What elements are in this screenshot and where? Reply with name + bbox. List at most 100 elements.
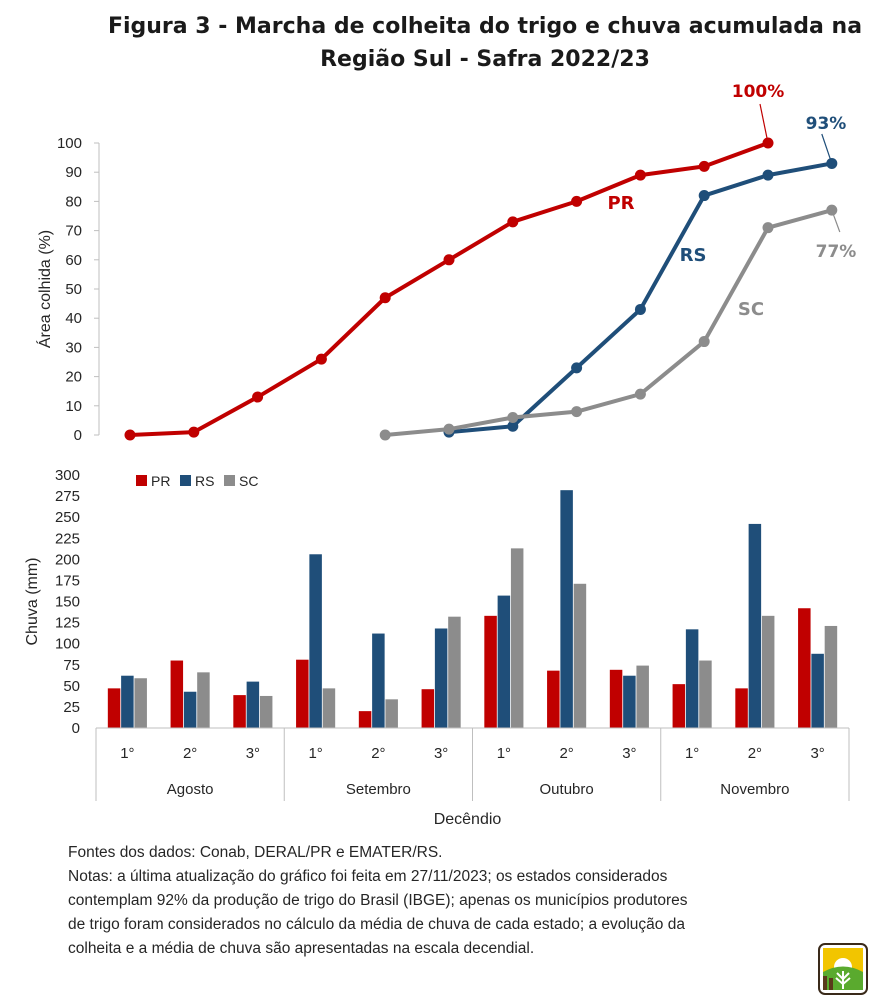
bar-PR — [798, 608, 811, 728]
bar-y-tick-label: 175 — [55, 572, 80, 589]
bar-y-tick-label: 0 — [72, 720, 80, 737]
line-y-tick-label: 100 — [57, 135, 82, 152]
annotation-SC-end: 77% — [816, 242, 857, 262]
bar-RS — [623, 675, 636, 728]
bar-SC — [573, 583, 587, 728]
bar-SC — [510, 548, 524, 728]
line-y-tick-label: 70 — [65, 223, 82, 240]
bar-PR — [609, 669, 623, 728]
bar-RS — [748, 523, 762, 728]
bar-PR — [358, 711, 372, 728]
legend-swatch-SC — [224, 475, 235, 486]
bar-y-tick-label: 200 — [55, 551, 80, 568]
bar-RS — [497, 595, 511, 728]
notes-line-4: colheita e a média de chuva são apresent… — [68, 940, 535, 957]
decendio-tick-label: 2° — [559, 745, 573, 762]
series-label-SC: SC — [738, 299, 764, 320]
data-point-PR — [188, 426, 200, 438]
bar-PR — [672, 684, 686, 728]
bar-PR — [484, 615, 497, 728]
bar-y-tick-label: 50 — [63, 678, 80, 695]
month-tick-label: Novembro — [720, 781, 789, 798]
data-point-SC — [698, 336, 710, 348]
bar-y-tick-label: 25 — [63, 699, 80, 716]
line-y-tick-label: 40 — [65, 310, 82, 327]
line-y-tick-label: 90 — [65, 164, 82, 181]
bar-RS — [434, 628, 448, 728]
bar-RS — [121, 675, 134, 728]
data-point-PR — [252, 391, 264, 403]
month-tick-label: Outubro — [540, 781, 594, 798]
annotation-RS-end: 93% — [806, 114, 847, 134]
notes-block: Fontes dos dados: Conab, DERAL/PR e EMAT… — [68, 841, 813, 961]
legend-label-RS: RS — [195, 473, 214, 489]
bar-PR — [233, 695, 246, 728]
leader-line-PR — [759, 103, 769, 144]
data-point-RS — [698, 190, 710, 202]
data-point-PR — [571, 195, 583, 207]
logo-icon — [818, 943, 868, 995]
bar-SC — [761, 615, 775, 728]
series-label-PR: PR — [607, 193, 634, 214]
month-tick-label: Setembro — [346, 781, 411, 798]
legend-label-SC: SC — [239, 473, 258, 489]
bar-PR — [421, 689, 435, 728]
line-y-tick-label: 30 — [65, 339, 82, 356]
data-point-SC — [571, 406, 583, 418]
bar-y-axis-label: Chuva (mm) — [24, 557, 41, 645]
annotation-PR-end: 100% — [732, 82, 785, 102]
bar-PR — [735, 688, 748, 728]
bar-RS — [811, 653, 824, 728]
bar-y-tick-label: 275 — [55, 488, 80, 505]
data-point-SC — [634, 388, 646, 400]
series-line-PR — [128, 141, 770, 437]
bar-RS — [246, 681, 260, 728]
notes-line-3: de trigo foram considerados no cálculo d… — [68, 916, 685, 933]
bar-PR — [107, 688, 121, 728]
leader-line-SC — [831, 209, 841, 233]
bar-SC — [134, 678, 147, 728]
decendio-tick-label: 1° — [308, 745, 322, 762]
legend-swatch-RS — [180, 475, 191, 486]
bar-y-tick-label: 150 — [55, 594, 80, 611]
bar-PR — [547, 670, 560, 728]
data-point-PR — [698, 160, 710, 172]
bar-SC — [699, 660, 712, 728]
bar-y-tick-label: 250 — [55, 509, 80, 526]
decendio-tick-label: 1° — [497, 745, 511, 762]
bar-RS — [183, 691, 197, 728]
data-point-SC — [507, 411, 519, 423]
bar-x-axis-label: Decêndio — [434, 811, 502, 828]
legend-swatch-PR — [136, 475, 147, 486]
decendio-tick-label: 3° — [810, 745, 824, 762]
bar-SC — [197, 672, 210, 728]
line-y-axis-label: Área colhida (%) — [35, 230, 54, 348]
data-point-PR — [507, 216, 519, 228]
bar-y-tick-label: 75 — [63, 657, 80, 674]
series-label-RS: RS — [680, 245, 707, 266]
decendio-tick-label: 2° — [183, 745, 197, 762]
data-point-RS — [762, 169, 774, 181]
chart-title-line1: Figura 3 - Marcha de colheita do trigo e… — [107, 14, 863, 39]
bar-y-tick-label: 300 — [55, 467, 80, 484]
data-point-RS — [634, 303, 646, 315]
data-point-SC — [443, 423, 455, 435]
decendio-tick-label: 1° — [120, 745, 134, 762]
bar-y-tick-label: 100 — [55, 636, 80, 653]
bar-SC — [824, 625, 838, 728]
data-point-PR — [379, 292, 391, 304]
series-line-SC — [383, 208, 834, 437]
bar-SC — [636, 665, 649, 728]
source-note: Fontes dos dados: Conab, DERAL/PR e EMAT… — [68, 844, 443, 861]
chart-title-line2: Região Sul - Safra 2022/23 — [320, 47, 650, 72]
line-y-tick-label: 10 — [65, 398, 82, 415]
bar-RS — [560, 490, 573, 728]
line-y-tick-label: 60 — [65, 252, 82, 269]
notes-line-1: Notas: a última atualização do gráfico f… — [68, 868, 668, 885]
chart-area: 0 10 20 30 40 50 60 70 80 90 100 Área colhida (%) PR… — [24, 82, 857, 828]
decendio-tick-label: 3° — [622, 745, 636, 762]
bar-PR — [170, 660, 184, 728]
bar-RS — [372, 633, 385, 728]
line-y-tick-label: 80 — [65, 193, 82, 210]
decendio-tick-label: 3° — [434, 745, 448, 762]
